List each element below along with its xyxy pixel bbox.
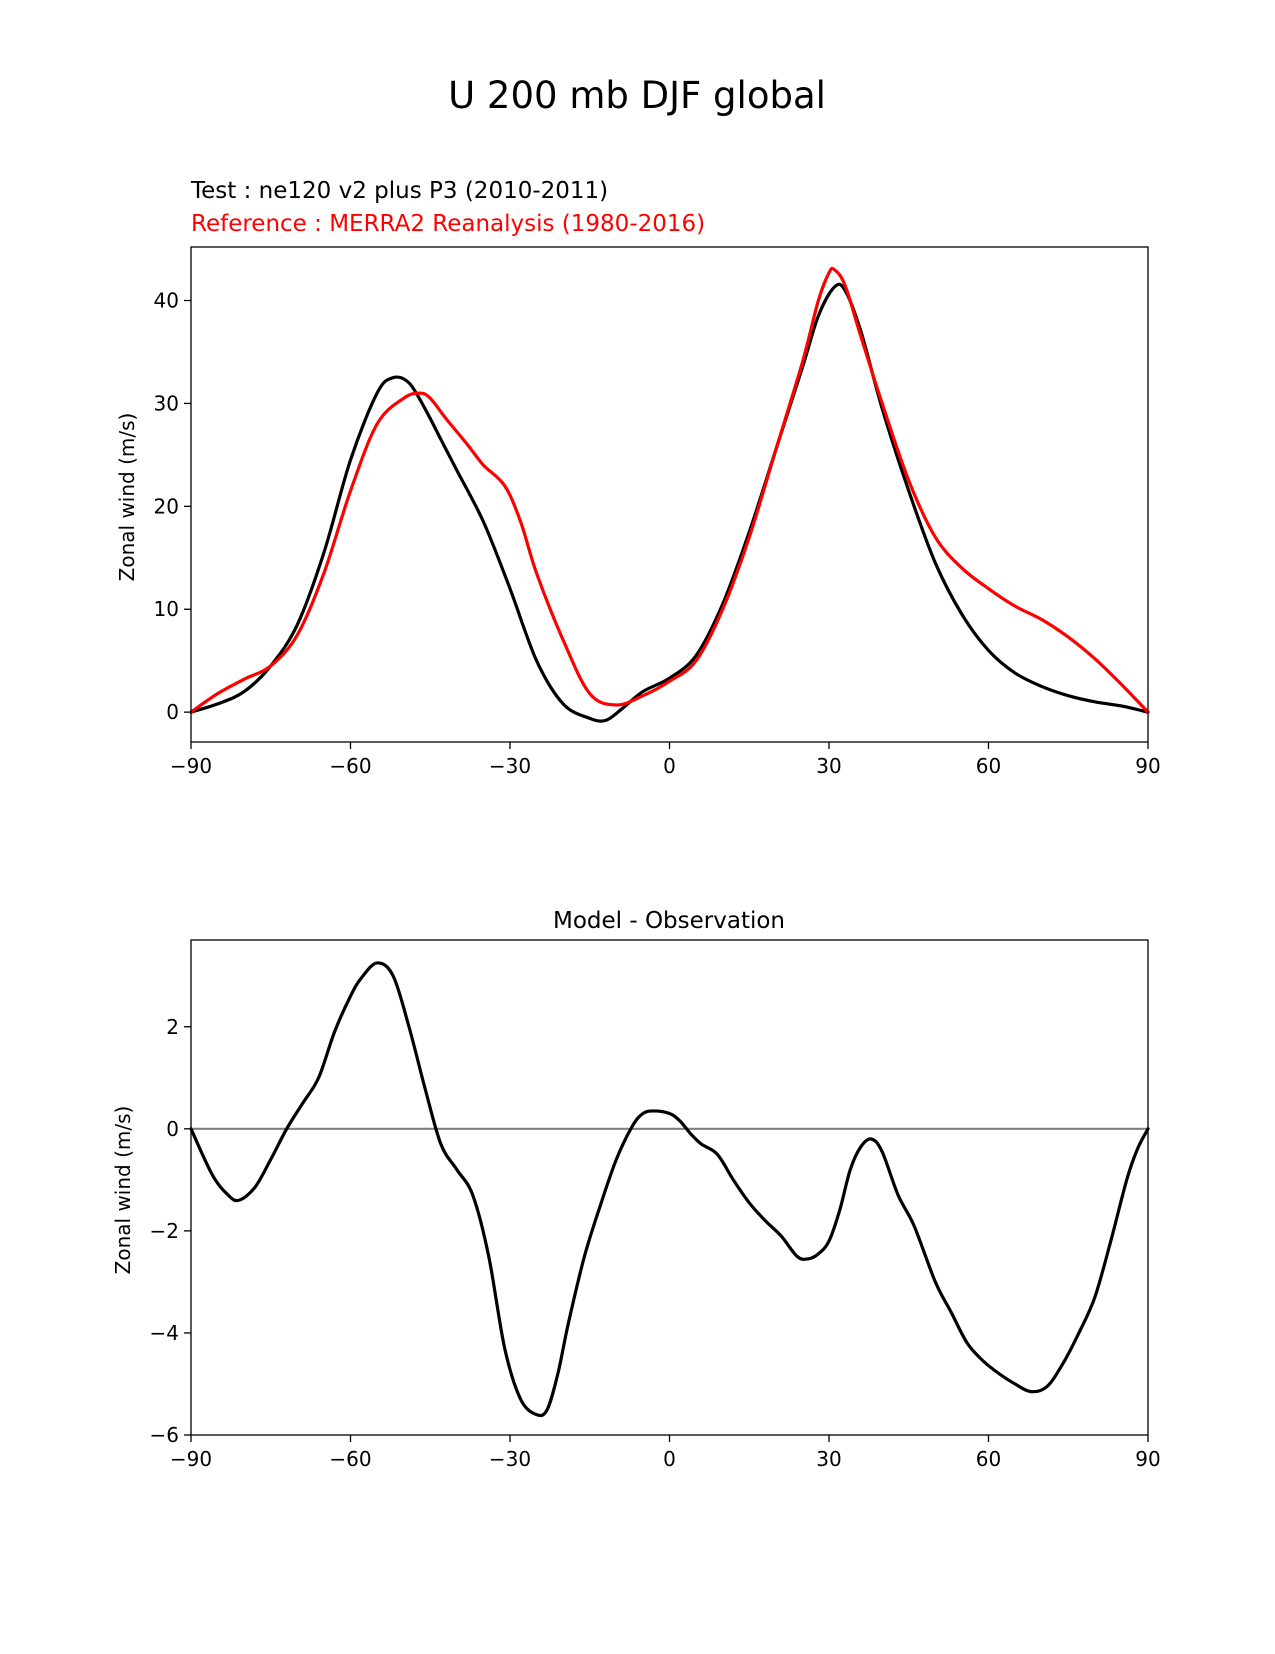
top-y-tick-label: 40 (154, 289, 179, 313)
bottom-y-axis-label: Zonal wind (m/s) (111, 1106, 135, 1275)
bottom-x-tick-label: −60 (329, 1447, 371, 1471)
bottom-ticks: −90 −60 −30 0 30 60 90 −6 −4 −2 0 2 (150, 1015, 1161, 1471)
bottom-x-tick-label: 0 (663, 1447, 676, 1471)
top-y-tick-label: 0 (166, 700, 179, 724)
top-y-tick-label: 30 (154, 391, 179, 415)
top-x-tick-label: −30 (489, 754, 531, 778)
top-panel: Test : ne120 v2 plus P3 (2010-2011) Refe… (115, 178, 1161, 778)
bottom-series (189, 961, 1150, 1418)
top-series-reference (189, 266, 1150, 714)
top-x-tick-label: −60 (329, 754, 371, 778)
top-y-tick-label: 20 (154, 494, 179, 518)
test-label: Test : ne120 v2 plus P3 (2010-2011) (190, 178, 608, 204)
bottom-panel: Model - Observation Zonal wind (m/s) −90… (111, 908, 1161, 1471)
top-ticks: −90 −60 −30 0 30 60 90 0 10 20 30 40 (154, 289, 1161, 778)
top-x-tick-label: −90 (170, 754, 212, 778)
bottom-title: Model - Observation (553, 908, 785, 934)
top-x-tick-label: 30 (816, 754, 841, 778)
reference-label: Reference : MERRA2 Reanalysis (1980-2016… (191, 211, 705, 237)
bottom-series-model-observation (189, 961, 1150, 1418)
bottom-x-tick-label: −30 (489, 1447, 531, 1471)
top-x-tick-label: 0 (663, 754, 676, 778)
figure-title: U 200 mb DJF global (448, 74, 826, 117)
bottom-y-tick-label: −4 (150, 1321, 179, 1345)
bottom-x-tick-label: 90 (1135, 1447, 1160, 1471)
top-axes-frame (190, 246, 1149, 743)
top-series (189, 266, 1150, 723)
bottom-y-tick-label: −2 (150, 1219, 179, 1243)
bottom-y-tick-label: −6 (150, 1423, 179, 1447)
bottom-x-tick-label: 30 (816, 1447, 841, 1471)
bottom-x-tick-label: 60 (976, 1447, 1001, 1471)
top-series-test (189, 282, 1150, 723)
bottom-y-tick-label: 0 (166, 1117, 179, 1141)
bottom-x-tick-label: −90 (170, 1447, 212, 1471)
bottom-axes-frame (190, 939, 1149, 1436)
bottom-y-tick-label: 2 (166, 1015, 179, 1039)
top-y-tick-label: 10 (154, 597, 179, 621)
top-x-tick-label: 60 (976, 754, 1001, 778)
top-y-axis-label: Zonal wind (m/s) (115, 413, 139, 582)
top-x-tick-label: 90 (1135, 754, 1160, 778)
